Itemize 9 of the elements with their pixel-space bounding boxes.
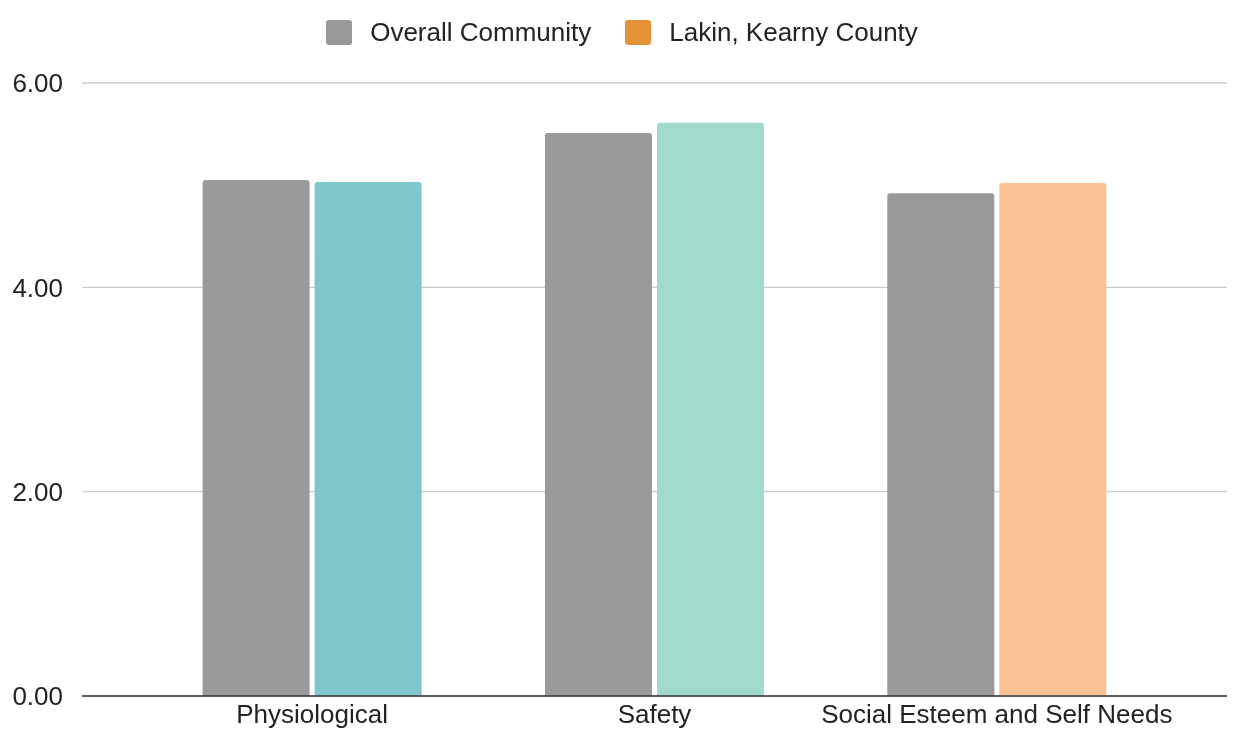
x-tick-label: Physiological: [236, 699, 389, 730]
text: Lakin, Kearny County: [669, 17, 918, 47]
x-tick-label: Safety: [617, 699, 692, 730]
y-tick-label: 6.00: [12, 68, 63, 99]
legend-label: Overall Community: [370, 17, 592, 47]
y-tick-label: 4.00: [12, 272, 63, 303]
y-tick-label: 2.00: [12, 476, 63, 507]
y-tick-label: 0.00: [12, 681, 63, 712]
x-tick-label: Social Esteem and Self Needs: [821, 699, 1173, 730]
